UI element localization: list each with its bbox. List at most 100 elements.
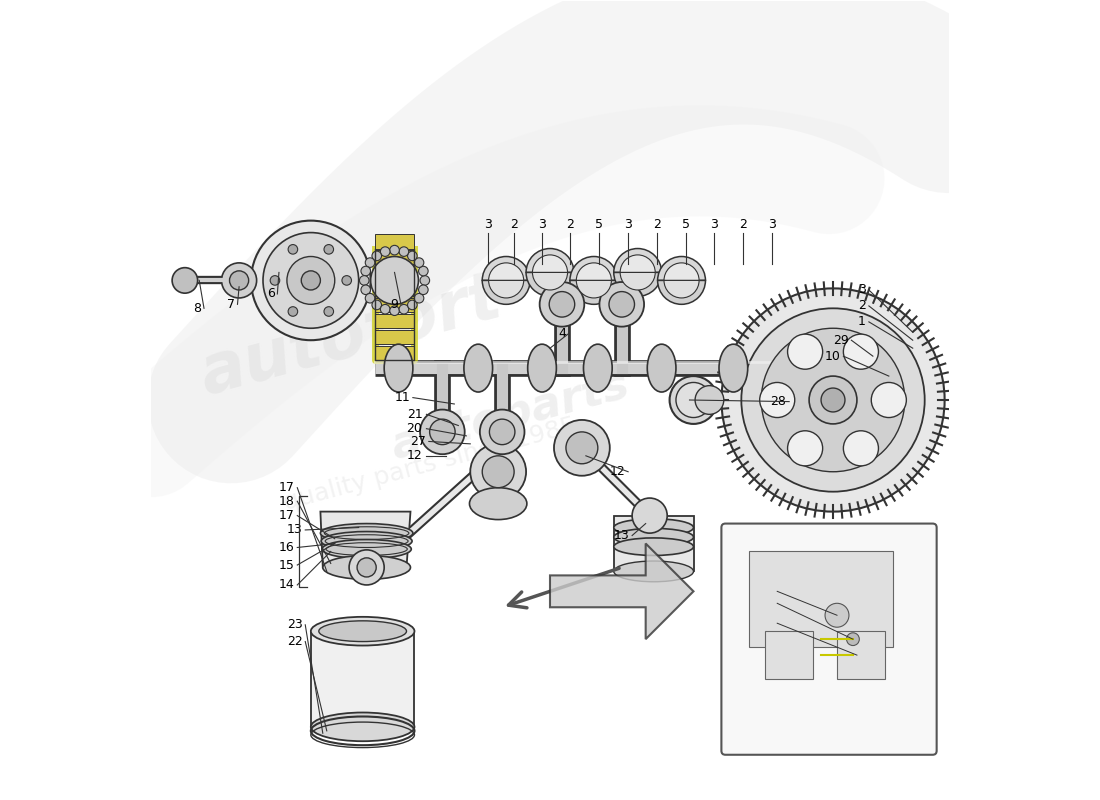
Wedge shape [576, 263, 612, 281]
Ellipse shape [365, 294, 375, 303]
Wedge shape [664, 263, 700, 281]
Ellipse shape [614, 538, 693, 555]
Text: quality parts since 1985: quality parts since 1985 [282, 413, 580, 514]
Ellipse shape [381, 305, 390, 314]
Ellipse shape [825, 603, 849, 627]
Ellipse shape [540, 282, 584, 326]
Ellipse shape [371, 257, 418, 304]
FancyBboxPatch shape [722, 523, 937, 754]
Text: 1: 1 [858, 315, 866, 328]
Ellipse shape [528, 344, 557, 392]
Ellipse shape [399, 247, 409, 256]
Ellipse shape [263, 233, 359, 328]
Ellipse shape [600, 282, 645, 326]
Wedge shape [570, 257, 618, 281]
Text: 2: 2 [510, 218, 518, 231]
Ellipse shape [695, 386, 724, 414]
Ellipse shape [420, 410, 464, 454]
Ellipse shape [319, 621, 407, 642]
Text: autofort: autofort [192, 264, 508, 408]
Ellipse shape [230, 271, 249, 290]
Bar [837, 631, 884, 679]
Text: 14: 14 [279, 578, 295, 591]
Text: 22: 22 [287, 635, 303, 648]
Ellipse shape [490, 419, 515, 445]
Ellipse shape [172, 268, 198, 293]
Ellipse shape [415, 294, 424, 303]
Ellipse shape [251, 221, 371, 340]
Ellipse shape [361, 266, 371, 276]
Ellipse shape [271, 276, 279, 285]
Ellipse shape [470, 488, 527, 519]
Polygon shape [550, 543, 693, 639]
Ellipse shape [810, 376, 857, 424]
Text: 21: 21 [407, 408, 422, 421]
Text: 3: 3 [711, 218, 718, 231]
Ellipse shape [847, 633, 859, 646]
Ellipse shape [583, 344, 613, 392]
Bar [375, 282, 415, 296]
Text: 3: 3 [768, 218, 776, 231]
Ellipse shape [676, 382, 711, 418]
Bar [766, 631, 813, 679]
Text: 11: 11 [395, 391, 410, 404]
Polygon shape [320, 512, 410, 567]
Text: 20: 20 [407, 422, 422, 435]
Wedge shape [526, 249, 574, 273]
Bar [375, 266, 415, 281]
Ellipse shape [788, 430, 823, 466]
Text: 10: 10 [825, 350, 842, 362]
Text: 7: 7 [227, 298, 235, 311]
Text: 3: 3 [484, 218, 492, 231]
Wedge shape [570, 281, 618, 304]
Ellipse shape [722, 288, 945, 512]
Wedge shape [482, 281, 530, 304]
Ellipse shape [464, 344, 493, 392]
Text: 18: 18 [279, 494, 295, 508]
Text: 3: 3 [538, 218, 546, 231]
Ellipse shape [408, 251, 417, 261]
Ellipse shape [549, 291, 574, 317]
Ellipse shape [554, 420, 609, 476]
Text: 2: 2 [653, 218, 661, 231]
Ellipse shape [311, 617, 415, 646]
Ellipse shape [844, 334, 879, 370]
Wedge shape [532, 273, 568, 290]
Bar [311, 631, 415, 727]
Text: 5: 5 [595, 218, 604, 231]
Ellipse shape [821, 388, 845, 412]
Ellipse shape [365, 258, 375, 267]
Ellipse shape [719, 344, 748, 392]
Ellipse shape [647, 344, 676, 392]
Text: 12: 12 [407, 450, 422, 462]
Ellipse shape [321, 531, 412, 550]
Text: 26: 26 [749, 618, 763, 628]
Bar [375, 250, 415, 265]
Bar [375, 314, 415, 328]
Ellipse shape [844, 430, 879, 466]
Text: 3: 3 [858, 283, 866, 297]
Wedge shape [614, 249, 661, 273]
Text: 25: 25 [749, 598, 763, 608]
Ellipse shape [342, 276, 352, 285]
Wedge shape [658, 257, 705, 281]
Ellipse shape [221, 263, 256, 298]
Wedge shape [532, 255, 568, 273]
Bar [749, 551, 893, 647]
Ellipse shape [361, 285, 371, 294]
Text: 2: 2 [566, 218, 574, 231]
Ellipse shape [381, 247, 390, 256]
Ellipse shape [670, 376, 717, 424]
Text: 13: 13 [287, 523, 303, 537]
Text: 5: 5 [682, 218, 690, 231]
Ellipse shape [408, 300, 417, 310]
Text: 6: 6 [267, 287, 275, 301]
Text: 29: 29 [833, 334, 849, 346]
Ellipse shape [430, 419, 455, 445]
Wedge shape [526, 273, 574, 296]
Ellipse shape [301, 271, 320, 290]
Text: autoparts: autoparts [386, 363, 634, 469]
Text: 24: 24 [749, 586, 763, 596]
Wedge shape [658, 281, 705, 304]
Bar [375, 330, 415, 344]
